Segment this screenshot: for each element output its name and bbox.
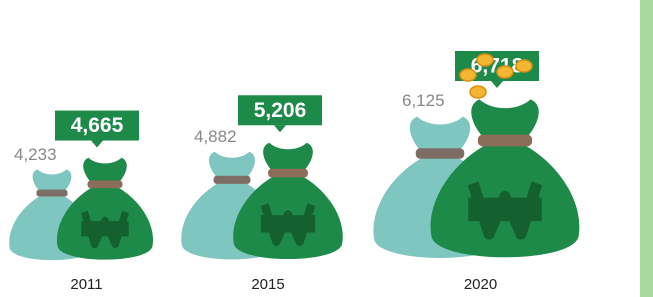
value-label: 4,882 (194, 127, 237, 146)
value-label: 4,233 (14, 145, 57, 164)
coin (497, 66, 513, 78)
value-label: 4,665 (71, 114, 124, 137)
x-tick-label: 2020 (464, 276, 497, 293)
bag-tie (214, 176, 251, 184)
x-tick-label: 2011 (70, 276, 102, 293)
bag-body (57, 158, 153, 260)
bag-tie (416, 148, 465, 159)
value-box-pointer (491, 81, 503, 88)
chart: 4,2334,66520114,8825,20620156,1256,71820… (0, 0, 653, 297)
bag-tie (87, 180, 122, 188)
money-bag (57, 158, 153, 260)
value-box-pointer (274, 125, 286, 132)
coin (470, 86, 486, 98)
value-label: 5,206 (254, 99, 307, 122)
bag-tie (36, 190, 67, 197)
coin (516, 60, 532, 72)
coin (477, 54, 493, 66)
x-tick-label: 2015 (251, 276, 284, 293)
value-box-pointer (91, 141, 103, 148)
coin (460, 69, 476, 81)
bag-tie (268, 169, 308, 178)
value-label: 6,125 (402, 91, 445, 110)
side-strip (640, 0, 653, 297)
bag-tie (478, 135, 532, 147)
